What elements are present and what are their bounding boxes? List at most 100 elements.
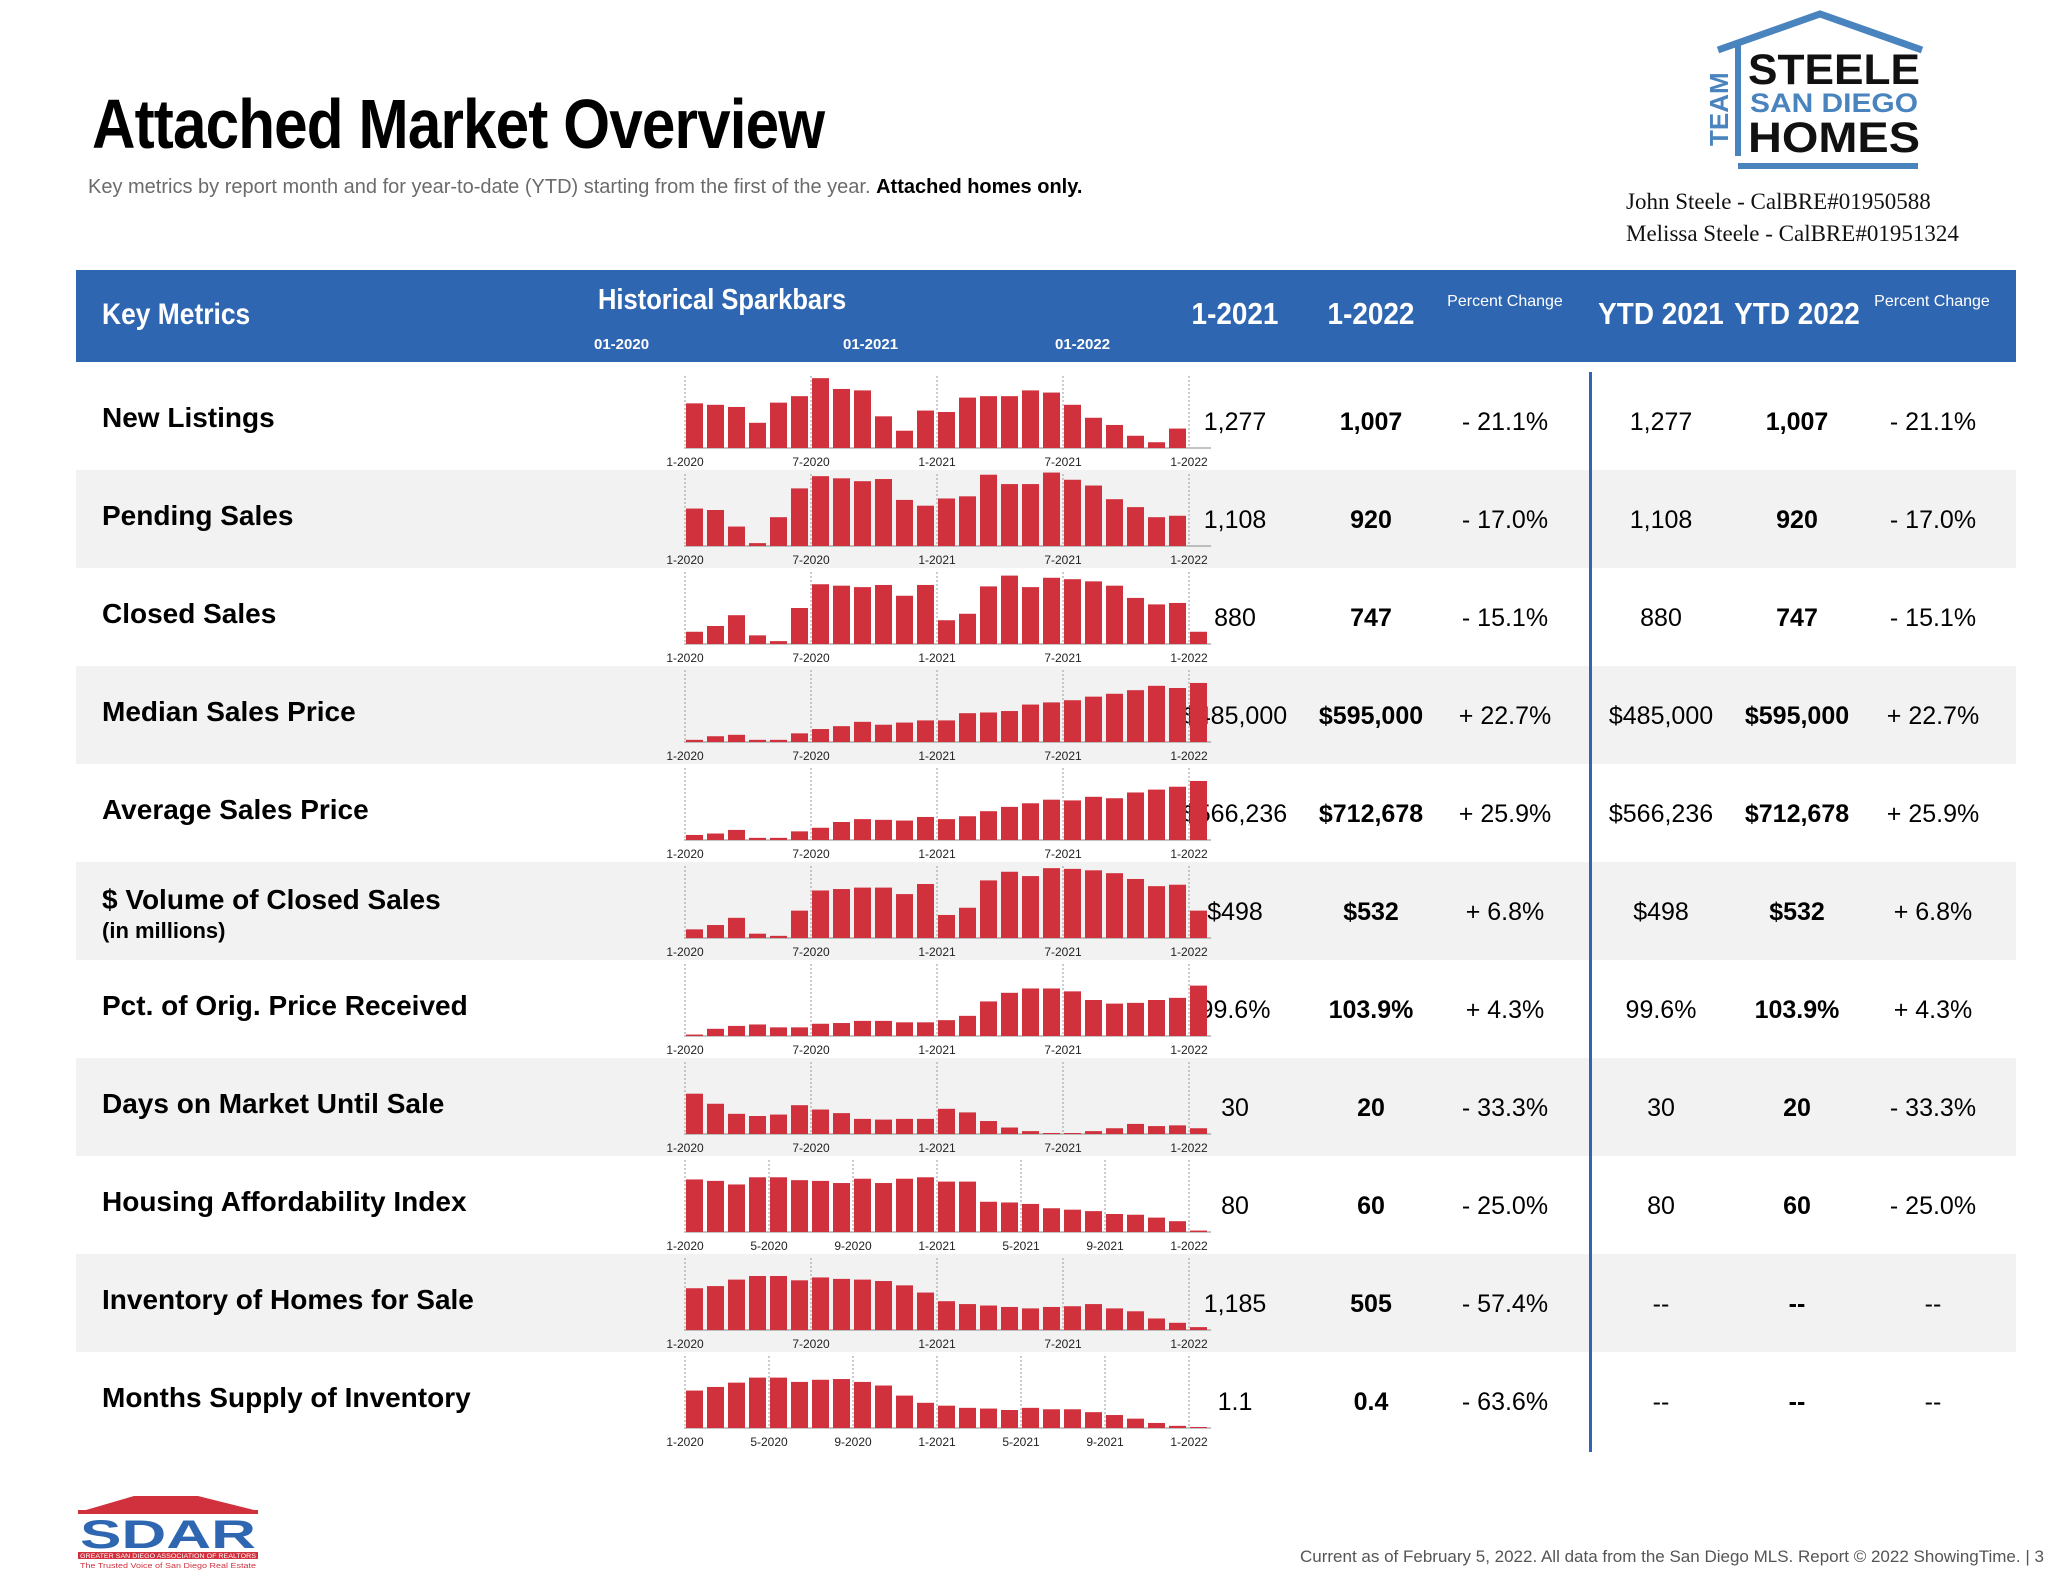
sparkbar-tick-label: 1-2020 xyxy=(666,1435,704,1449)
metric-value-ytd2022: -- xyxy=(1788,1388,1806,1416)
sdar-logo: SDAR GREATER SAN DIEGO ASSOCIATION OF RE… xyxy=(78,1496,258,1570)
sparkbar-tick-label: 9-2020 xyxy=(834,1239,872,1253)
sparkbar-bar xyxy=(1064,479,1081,546)
sparkbar-bar xyxy=(854,1178,871,1232)
sparkbar-bar xyxy=(980,1408,997,1428)
sparkbar-tick-label: 5-2021 xyxy=(1002,1239,1040,1253)
metric-value-ytdpct: -- xyxy=(1924,1388,1942,1416)
metric-value-ytd2021: $485,000 xyxy=(1608,702,1714,730)
sparkbar-bar xyxy=(833,1183,850,1232)
sparkbar-bar xyxy=(728,734,745,742)
metric-value-pct: - 25.0% xyxy=(1461,1192,1549,1220)
ytd-divider xyxy=(1589,372,1592,1452)
sparkbar-bar xyxy=(749,933,766,938)
metric-row-months-supply-of-inventory: Months Supply of Inventory 1.1 0.4 - 63.6% -… xyxy=(76,1352,2016,1450)
sparkbar-bar xyxy=(896,1022,913,1036)
metric-sublabel: (in millions) xyxy=(102,918,226,943)
sparkbar-bar xyxy=(1127,1123,1144,1134)
metric-value-ytd2022: 747 xyxy=(1776,604,1818,632)
sparkbar-tick-label: 7-2021 xyxy=(1044,847,1082,861)
sparkbar-tick-label: 7-2021 xyxy=(1044,1141,1082,1155)
sparkbar-bar xyxy=(1169,428,1186,448)
sparkbar-bar xyxy=(854,1118,871,1134)
sparkbar-bar xyxy=(875,887,892,938)
sparkbar-bar xyxy=(980,396,997,448)
sparkbar-bar xyxy=(1106,1415,1123,1428)
sparkbar-bar xyxy=(1106,1308,1123,1330)
metric-value-pct: - 63.6% xyxy=(1461,1388,1549,1416)
sparkbar-tick-label: 1-2021 xyxy=(918,651,956,665)
sparkbar-bar xyxy=(791,1027,808,1036)
header-ytd-2021: YTD 2021 xyxy=(1598,296,1724,331)
metric-label: Housing Affordability Index xyxy=(102,1186,467,1217)
sparkbar-bar xyxy=(896,820,913,840)
sparkbar-tick-label: 1-2020 xyxy=(666,651,704,665)
sparkbar-bar xyxy=(1127,507,1144,546)
sparkbar-bar xyxy=(749,1116,766,1134)
sparkbar-tick-label: 7-2020 xyxy=(792,1337,830,1351)
sparkbar-bar xyxy=(707,833,724,840)
sparkbar-tick-label: 1-2022 xyxy=(1170,1043,1208,1057)
sparkbar-bar xyxy=(854,1279,871,1330)
sparkbar-bar xyxy=(1022,803,1039,840)
sparkbar-bar xyxy=(1169,1425,1186,1428)
sparkbar-bar xyxy=(896,1285,913,1330)
sparkbar-bar xyxy=(1064,1409,1081,1428)
metric-value-v2021: 880 xyxy=(1214,604,1256,632)
sparkbar-bar xyxy=(917,505,934,546)
footer-note: Current as of February 5, 2022. All data… xyxy=(1300,1547,2044,1566)
sparkbar-bar xyxy=(1106,798,1123,840)
sparkbar-tick-label: 1-2021 xyxy=(918,1141,956,1155)
sparkbar-tick-label: 7-2020 xyxy=(792,945,830,959)
sparkbar-bar xyxy=(1190,682,1207,742)
metric-value-pct: + 25.9% xyxy=(1458,800,1552,828)
sparkbar-bar xyxy=(1085,581,1102,644)
subtitle-text: Key metrics by report month and for year… xyxy=(88,176,871,198)
sparkbar-bar xyxy=(1085,1000,1102,1036)
sparkbar-bar xyxy=(1190,1128,1207,1134)
sparkbar-bar xyxy=(728,1279,745,1330)
sparkbar-bar xyxy=(896,722,913,742)
metric-value-ytd2021: 30 xyxy=(1647,1094,1675,1122)
metric-value-v2021: 80 xyxy=(1221,1192,1249,1220)
sparkbar-bar xyxy=(1148,1126,1165,1134)
sparkbar-bar xyxy=(833,1379,850,1428)
sparkbar-bar xyxy=(749,1377,766,1428)
sparkbar-tick-label: 1-2020 xyxy=(666,847,704,861)
sparkbar-bar xyxy=(875,1020,892,1036)
sparkbar-bar xyxy=(1085,696,1102,742)
sparkbar-bar xyxy=(686,1390,703,1428)
sparkbar-bar xyxy=(1148,517,1165,546)
metric-label: New Listings xyxy=(102,402,275,433)
sparkbar-bar xyxy=(1064,1306,1081,1330)
sparkbar-bar xyxy=(980,811,997,840)
sparkbar-bar xyxy=(896,1178,913,1232)
sparkbar-bar xyxy=(770,1177,787,1232)
sparkbar-bar xyxy=(980,1121,997,1134)
sparkbar-bar xyxy=(875,1183,892,1232)
sparkbar-bar xyxy=(791,396,808,448)
page-subtitle: Key metrics by report month and for year… xyxy=(88,176,1082,199)
sparkbar-bar xyxy=(791,488,808,546)
sparkbar-bar xyxy=(728,406,745,448)
sparkbar-bar xyxy=(707,626,724,644)
sparkbar-chart: 1-2020 7-2020 1-2021 7-2021 1-2022 xyxy=(666,376,1211,469)
sparkbar-bar xyxy=(833,1023,850,1036)
sparkbar-bar xyxy=(686,508,703,546)
sparkbar-tick-label: 1-2022 xyxy=(1170,455,1208,469)
sparkbar-tick-label: 1-2021 xyxy=(918,455,956,469)
sparkbar-bar xyxy=(1106,499,1123,546)
sparkbar-bar xyxy=(1001,806,1018,840)
sparkbar-bar xyxy=(1169,786,1186,840)
sparkbar-bar xyxy=(875,1119,892,1134)
metric-value-ytd2021: 1,108 xyxy=(1629,506,1693,534)
sparkbar-bar xyxy=(959,816,976,840)
metric-value-ytd2021: -- xyxy=(1652,1290,1670,1318)
sparkbar-tick-label: 1-2021 xyxy=(918,1239,956,1253)
sparkbar-bar xyxy=(1022,876,1039,938)
sparkbar-bar xyxy=(707,1286,724,1330)
sparkbar-bar xyxy=(1085,485,1102,546)
sparkbar-tick-label: 1-2022 xyxy=(1170,1435,1208,1449)
sparkbar-bar xyxy=(1043,988,1060,1036)
sparkbar-bar xyxy=(728,1025,745,1036)
